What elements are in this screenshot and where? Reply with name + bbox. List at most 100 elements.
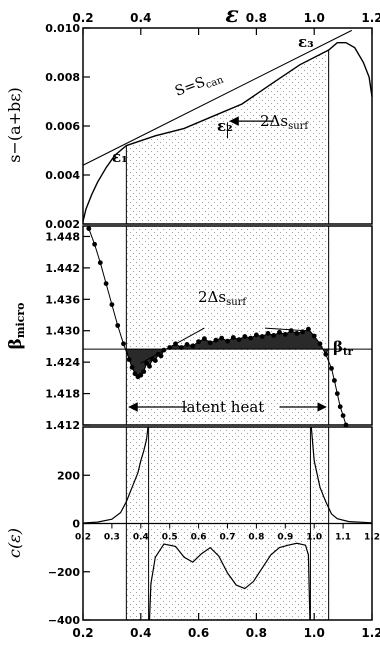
beta-point [213, 337, 219, 343]
eps2-label: ε₂ [217, 117, 233, 135]
delta-label-top: 2Δssurf [260, 112, 309, 132]
panel2-ylabel-sub: micro [14, 303, 27, 339]
beta-tr-label: βtr [333, 338, 354, 358]
bottom-xtick-label: 0.6 [188, 626, 209, 640]
beta-point [311, 333, 317, 339]
panel2-ylabel: βmicro [6, 303, 27, 350]
panel2-ytick-label: 1.418 [45, 388, 80, 401]
bottom-xtick-label: 0.2 [72, 626, 93, 640]
top-xtick-label: 0.8 [246, 11, 267, 25]
cv-curve-negative [148, 542, 311, 621]
beta-point [202, 336, 207, 341]
top-xtick-label: 1.0 [304, 11, 325, 25]
tangent-line [82, 29, 353, 166]
panel2-ylabel-main: β [6, 338, 26, 349]
delta-label-mid: 2Δssurf [198, 288, 247, 308]
bottom-xtick-label: 0.8 [246, 626, 267, 640]
beta-shaded-region [126, 226, 329, 425]
beta-point [207, 340, 213, 346]
panel2-ytick-label: 1.424 [45, 356, 80, 369]
inner-xtick-label: 1.0 [306, 533, 322, 543]
beta-point [288, 328, 294, 334]
beta-point [92, 241, 97, 247]
top-xtick-label: 0.4 [130, 11, 151, 25]
panel2-ytick-label: 1.412 [45, 419, 80, 432]
beta-point [190, 343, 196, 349]
panel1-ytick-label: 0.004 [45, 169, 80, 182]
beta-point [132, 371, 138, 377]
beta-point [294, 331, 300, 336]
beta-point [248, 335, 254, 341]
beta-point [225, 338, 230, 344]
beta-point [265, 331, 271, 336]
panel2-frame [82, 225, 373, 426]
beta-point [152, 358, 158, 363]
bottom-xtick-label: 1.2 [361, 626, 380, 640]
top-axis-label: ε [225, 2, 238, 28]
beta-point [86, 226, 92, 232]
cv-curve-right [310, 426, 373, 524]
inner-xtick-label: 0.5 [162, 533, 178, 543]
beta-point [109, 302, 115, 307]
beta-tr-sub: tr [343, 347, 354, 358]
svg-text:βmicro: βmicro [6, 303, 27, 350]
beta-point [184, 342, 190, 347]
inner-xtick-label: 1.1 [335, 533, 351, 543]
inner-xtick-label: 1.2 [364, 533, 380, 543]
panel1-ytick-label: 0.008 [45, 71, 80, 84]
inner-xtick-label: 0.3 [104, 533, 120, 543]
svg-text:βtr: βtr [333, 338, 354, 358]
beta-point [337, 404, 343, 410]
delta-mid-main: 2Δs [198, 288, 226, 306]
cv-curve-left [82, 426, 149, 524]
beta-point [259, 334, 265, 339]
inner-xtick-label: 0.7 [220, 533, 236, 543]
beta-point [317, 341, 323, 347]
svg-text:2Δssurf: 2Δssurf [198, 288, 247, 308]
eps1-label: ε₁ [112, 148, 128, 166]
panel2-ytick-label: 1.436 [45, 293, 80, 306]
top-xtick-label: 1.2 [361, 11, 380, 25]
beta-point [129, 365, 135, 370]
beta-point [138, 372, 144, 378]
inner-xtick-label: 0.2 [75, 533, 91, 543]
beta-point [178, 345, 184, 350]
inner-xtick-label: 0.6 [191, 533, 207, 543]
bottom-xtick-label: 0.4 [130, 626, 151, 640]
beta-point [323, 351, 329, 357]
inner-xtick-label: 0.8 [248, 533, 264, 543]
inner-xtick-label: 0.4 [133, 533, 149, 543]
beta-point [144, 360, 150, 366]
beta-panel: 1.412 1.418 1.424 1.430 1.436 1.442 1.448 [45, 225, 373, 432]
delta-mid-sub: surf [226, 297, 247, 308]
panel1-ytick-label: 0.010 [45, 22, 80, 35]
beta-point [115, 323, 121, 328]
latent-heat-label: latent heat [182, 398, 265, 416]
panel2-ytick-label: 1.442 [45, 262, 80, 275]
beta-point [97, 260, 103, 266]
beta-point [242, 334, 248, 339]
panel1-ytick-label: 0.006 [45, 120, 80, 133]
bottom-xtick-label: 1.0 [304, 626, 325, 640]
inner-xtick-label: 0.9 [277, 533, 293, 543]
beta-tr-main: β [333, 338, 343, 356]
beta-point [126, 357, 132, 362]
beta-point [196, 339, 202, 345]
panel3-ytick-label: 200 [57, 469, 80, 482]
beta-point [236, 337, 242, 342]
panel2-ytick-label: 1.448 [45, 230, 80, 243]
beta-point [147, 363, 152, 369]
beta-point [334, 391, 340, 396]
panel3-ytick-label: 0 [72, 518, 80, 531]
entropy-curve [82, 42, 373, 222]
beta-point [141, 369, 147, 374]
beta-point [332, 378, 337, 383]
panel1-ylabel: s−(a+bε) [5, 87, 24, 163]
panel3-ytick-label: −400 [48, 614, 81, 627]
x-axes: 0.2 0.4 0.8 1.0 1.2 0.2 0.4 0.6 0.8 1.0 1.2 [72, 11, 380, 640]
eps3-label: ε₃ [298, 33, 314, 51]
delta-pointer-left [140, 327, 205, 364]
delta-pointer-right [265, 327, 306, 332]
beta-point [230, 335, 236, 340]
